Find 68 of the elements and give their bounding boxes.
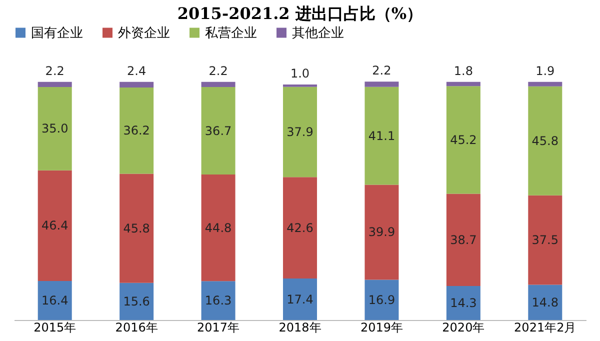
data-label: 45.8 [532,134,558,148]
data-label: 1.9 [536,64,555,78]
data-label: 2.2 [45,64,64,78]
bar [528,86,562,196]
x-tick-label: 2015年 [34,320,76,334]
bar [38,280,72,320]
bar [201,174,236,282]
bar [283,86,317,178]
bar [38,170,72,281]
data-label: 44.8 [204,220,232,235]
bar [364,184,399,280]
bar [364,280,399,320]
data-label: 45.8 [123,221,150,236]
bar [201,82,236,88]
x-tick-label: 2016年 [115,320,158,334]
data-label: 16.4 [42,293,68,308]
x-tick-label: 2019年 [360,320,403,334]
data-label: 35.0 [42,122,68,136]
bar [120,282,154,320]
data-label: 14.3 [450,296,477,310]
x-tick-label: 2017年 [197,320,240,334]
bar [120,174,154,283]
legend-label: 其他企业 [292,26,344,41]
bar [120,82,154,88]
data-label: 45.2 [450,132,477,147]
legend-label: 私营企业 [205,26,257,41]
legend-label: 外资企业 [118,26,170,41]
data-label: 36.7 [204,124,232,138]
data-label: 2.2 [372,64,392,78]
chart-title: 2015-2021.2 进出口占比（%） [177,4,423,23]
data-label: 37.9 [286,124,314,139]
bar [283,177,317,279]
bar [283,84,317,87]
data-label: 17.4 [286,292,314,306]
bar [528,195,562,285]
data-label: 16.9 [368,292,396,307]
bar [283,278,317,320]
data-label: 37.5 [532,233,558,248]
bar [201,87,236,174]
data-label: 1.0 [290,66,310,80]
bar [120,88,154,174]
bar [38,82,72,88]
data-label: 36.2 [123,124,150,138]
bar [528,284,562,320]
bar [38,87,72,170]
data-label: 16.3 [204,294,232,308]
bar [446,82,480,86]
x-tick-label: 2021年2月 [514,320,576,334]
bar [201,281,236,320]
data-label: 38.7 [450,232,477,247]
legend-label: 国有企业 [31,26,83,41]
bar [446,194,480,286]
data-label: 46.4 [42,218,68,233]
data-label: 1.8 [454,64,473,78]
data-label: 42.6 [286,220,314,235]
bar [364,82,399,87]
data-label: 2.2 [208,64,228,78]
bar [446,86,480,194]
data-label: 15.6 [123,294,150,308]
x-tick-label: 2020年 [442,320,485,334]
bar [528,82,562,86]
bar [446,286,480,320]
x-tick-label: 2018年 [278,320,322,334]
data-label: 39.9 [368,225,396,240]
data-label: 2.4 [127,64,146,78]
data-label: 41.1 [368,128,396,143]
bar [364,86,399,185]
data-label: 14.8 [532,295,558,310]
